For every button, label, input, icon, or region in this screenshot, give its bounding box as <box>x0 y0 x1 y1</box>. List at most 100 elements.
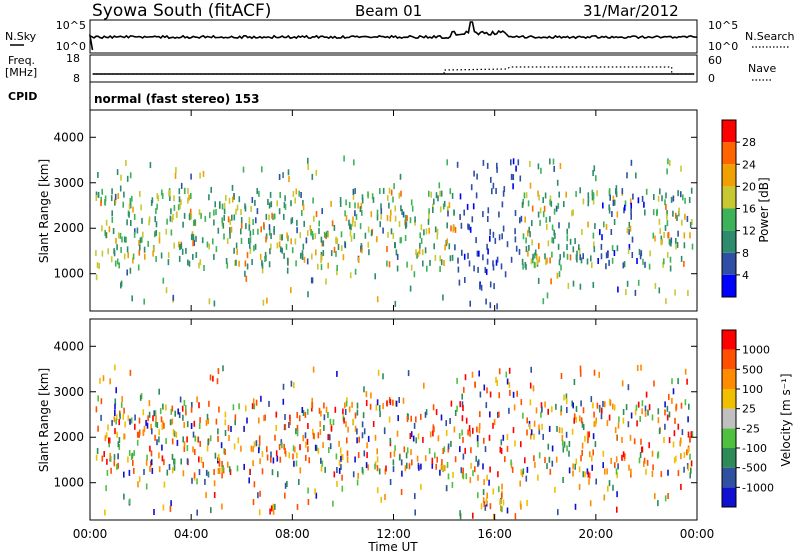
range-gate-mark <box>322 250 325 256</box>
range-gate-mark <box>572 209 574 216</box>
range-gate-mark <box>387 231 389 238</box>
range-gate-mark <box>242 166 245 173</box>
range-gate-mark <box>386 215 389 221</box>
range-gate-mark <box>523 192 526 199</box>
range-gate-mark <box>483 384 486 391</box>
ytick-label: 2000 <box>53 430 84 444</box>
range-gate-mark <box>459 401 461 408</box>
range-gate-mark <box>461 415 464 422</box>
colorbar-tick-label: -100 <box>742 442 767 455</box>
range-gate-mark <box>348 406 351 413</box>
range-gate-mark <box>225 194 227 201</box>
range-gate-mark <box>199 417 201 424</box>
range-gate-mark <box>666 251 669 258</box>
range-gate-mark <box>621 454 623 461</box>
range-gate-mark <box>571 428 574 435</box>
nsky-label: N.Sky <box>5 30 37 43</box>
range-gate-mark <box>501 233 503 240</box>
range-gate-mark <box>584 471 586 478</box>
range-gate-mark <box>317 263 319 270</box>
range-gate-mark <box>390 209 392 216</box>
range-gate-mark <box>556 179 559 186</box>
range-gate-mark <box>336 480 338 487</box>
range-gate-mark <box>113 454 116 461</box>
range-gate-mark <box>183 441 186 448</box>
range-gate-mark <box>346 397 348 404</box>
range-gate-mark <box>356 402 359 409</box>
nave-label: Nave <box>748 62 776 75</box>
range-gate-mark <box>315 211 318 217</box>
range-gate-mark <box>592 433 595 440</box>
range-gate-mark <box>386 400 388 407</box>
range-gate-mark <box>609 194 611 201</box>
range-gate-mark <box>657 417 660 424</box>
range-gate-mark <box>432 430 434 437</box>
range-gate-mark <box>356 437 358 444</box>
range-gate-mark <box>511 466 514 473</box>
range-gate-mark <box>448 202 451 209</box>
range-gate-mark <box>593 246 596 253</box>
range-gate-mark <box>636 258 638 264</box>
range-gate-mark <box>451 481 454 488</box>
range-gate-mark <box>591 194 594 201</box>
range-gate-mark <box>657 452 659 459</box>
range-gate-mark <box>372 421 375 427</box>
range-gate-mark <box>411 205 414 212</box>
range-gate-mark <box>502 434 505 441</box>
range-gate-mark <box>522 412 524 419</box>
range-gate-mark <box>684 399 687 406</box>
range-gate-mark <box>192 431 195 438</box>
range-gate-mark <box>572 463 574 470</box>
range-gate-mark <box>533 420 536 427</box>
range-gate-mark <box>126 219 128 226</box>
range-gate-mark <box>617 422 620 429</box>
range-gate-mark <box>454 226 457 233</box>
range-gate-mark <box>348 219 350 226</box>
range-gate-mark <box>192 446 194 453</box>
range-gate-mark <box>562 446 565 453</box>
range-gate-mark <box>565 398 568 405</box>
range-gate-mark <box>288 176 290 183</box>
range-gate-mark <box>510 159 512 166</box>
range-gate-mark <box>532 253 534 260</box>
range-gate-mark <box>581 229 583 235</box>
range-gate-mark <box>601 407 603 414</box>
range-gate-mark <box>289 414 291 421</box>
range-gate-mark <box>643 460 645 467</box>
range-gate-mark <box>280 439 283 446</box>
range-gate-mark <box>630 202 632 209</box>
range-gate-mark <box>115 237 117 244</box>
range-gate-mark <box>270 233 272 240</box>
range-gate-mark <box>626 280 629 287</box>
range-gate-mark <box>479 283 481 290</box>
range-gate-mark <box>462 453 465 460</box>
range-gate-mark <box>503 186 506 193</box>
range-gate-mark <box>129 172 132 179</box>
range-gate-mark <box>397 415 399 422</box>
range-gate-mark <box>578 466 581 473</box>
range-gate-mark <box>385 465 387 472</box>
range-gate-mark <box>261 166 263 173</box>
range-gate-mark <box>592 281 595 288</box>
range-gate-mark <box>479 411 481 418</box>
range-gate-mark <box>295 188 298 195</box>
range-gate-mark <box>245 405 247 412</box>
range-gate-mark <box>647 409 649 416</box>
range-gate-mark <box>168 190 170 197</box>
range-gate-mark <box>598 371 600 378</box>
range-gate-mark <box>329 443 332 450</box>
range-gate-mark <box>626 172 628 179</box>
range-gate-mark <box>284 448 286 455</box>
range-gate-mark <box>485 498 488 505</box>
range-gate-mark <box>354 412 357 419</box>
range-gate-mark <box>252 460 254 467</box>
range-gate-mark <box>680 402 683 409</box>
range-gate-mark <box>191 402 193 408</box>
range-gate-mark <box>126 246 129 253</box>
range-gate-mark <box>475 237 477 244</box>
range-gate-mark <box>644 405 647 412</box>
range-gate-mark <box>106 458 108 465</box>
range-gate-mark <box>261 451 264 457</box>
range-gate-mark <box>341 454 344 461</box>
range-gate-mark <box>414 219 416 226</box>
